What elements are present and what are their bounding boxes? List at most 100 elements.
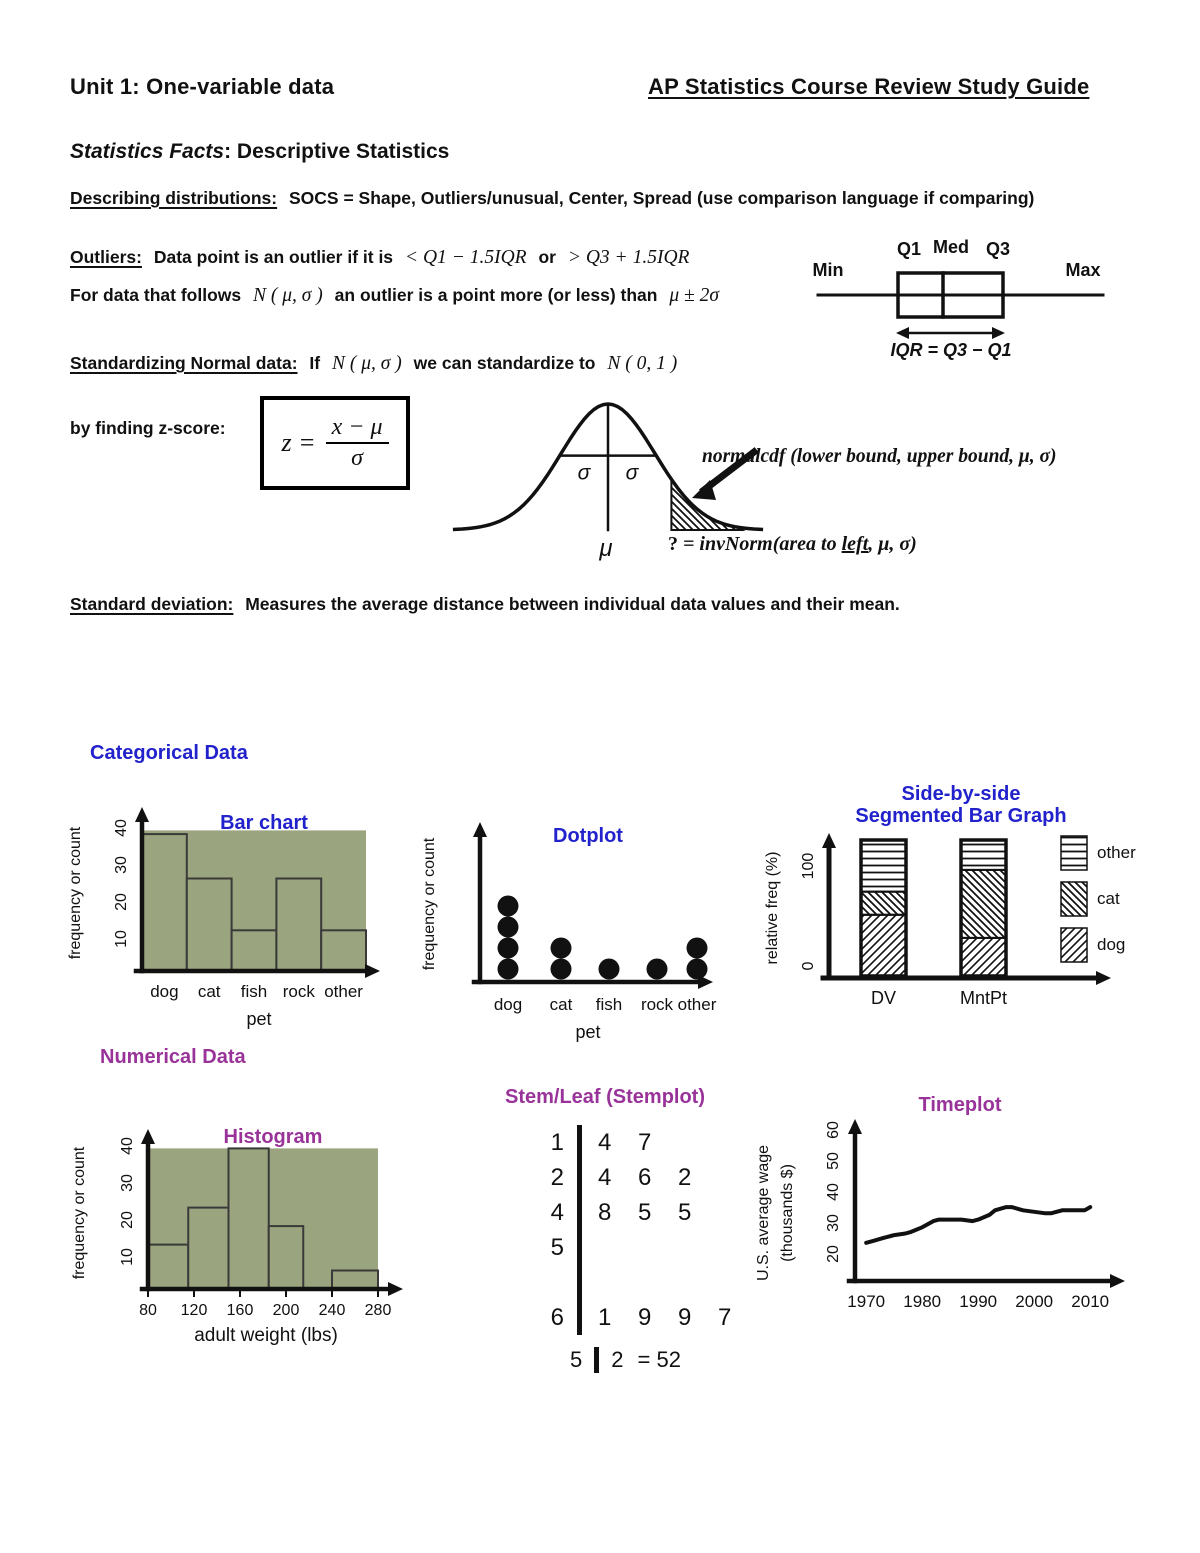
invnorm-post: , μ, σ) (868, 533, 917, 555)
annotation-arrowhead (692, 480, 716, 500)
stddev-line: Standard deviation: Measures the average… (70, 594, 900, 615)
x-tick-label: 1970 (847, 1292, 885, 1311)
y-tick-label: 10 (113, 930, 130, 948)
boxplot-svg: Min Max Q1 Med Q3 IQR = Q3 − Q1 (813, 237, 1105, 360)
bar-chart-svg: Bar chart frequency or count 10 20 30 40 dog ca… (67, 807, 380, 1029)
outliers-label: Outliers: (70, 247, 142, 267)
arrowhead (1096, 971, 1111, 985)
leaf-values: 1 9 9 7 (577, 1300, 731, 1335)
key-equals: = 52 (637, 1347, 681, 1372)
boxplot-med-label: Med (933, 237, 969, 257)
stemplot-row (528, 1265, 740, 1300)
y-tick-label: 60 (825, 1121, 842, 1139)
invnorm-left: left (841, 533, 869, 555)
legend-label: dog (1097, 935, 1125, 954)
standardizing-mid: we can standardize to (413, 353, 596, 373)
segment-other (860, 839, 907, 893)
bar-chart-title: Bar chart (220, 812, 308, 834)
histogram-bar (147, 1243, 190, 1291)
stddev-label: Standard deviation: (70, 594, 234, 614)
key-stem: 5 (570, 1347, 583, 1372)
x-category-label: MntPt (960, 988, 1007, 1008)
x-tick-label: 280 (365, 1302, 392, 1319)
dotplot-title: Dotplot (553, 825, 623, 847)
stemplot-row: 6 1 9 9 7 (528, 1300, 740, 1335)
bar (141, 833, 188, 972)
x-tick-label: 120 (181, 1302, 208, 1319)
x-category-label: rock (283, 982, 316, 1001)
boxplot-min-label: Min (813, 260, 844, 280)
zscore-numerator: x − μ (325, 414, 389, 444)
annotation-arrow-shaft (699, 447, 759, 495)
timeplot-ylabel-2: (thousands $) (779, 1164, 796, 1262)
outliers-line2-math1: N ( μ, σ ) (253, 285, 323, 306)
segment-cat (960, 868, 1007, 939)
stddev-text: Measures the average distance between in… (245, 594, 900, 614)
stemplot-row: 4 8 5 5 (528, 1195, 740, 1230)
outliers-math1: < Q1 − 1.5IQR (404, 247, 527, 268)
boxplot-q1-label: Q1 (897, 239, 921, 259)
timeplot-title: Timeplot (919, 1094, 1002, 1116)
histogram-title: Histogram (224, 1126, 323, 1148)
outliers-math2: > Q3 + 1.5IQR (567, 247, 690, 268)
dotplot-svg: Dotplot frequency or count dog cat fish rock o… (421, 822, 717, 1042)
normalcdf-annotation: normalcdf (lower bound, upper bound, μ, … (702, 446, 1057, 467)
facts-italic: Statistics Facts (70, 140, 225, 163)
standardizing-pre: If (309, 353, 321, 373)
histogram-bar (187, 1206, 230, 1290)
dot (598, 958, 620, 980)
describing-text: SOCS = Shape, Outliers/unusual, Center, … (288, 188, 1035, 208)
bar-chart-xlabel: pet (246, 1009, 271, 1029)
facts-heading: Statistics Facts: Descriptive Statistics (70, 140, 449, 164)
x-category-label: other (678, 995, 717, 1014)
outliers-pre: Data point is an outlier if it is (153, 247, 394, 267)
dot (686, 937, 708, 959)
dotplot-ylabel: frequency or count (421, 837, 438, 970)
arrowhead (896, 327, 909, 339)
bar-chart-ylabel: frequency or count (67, 826, 84, 959)
histogram-ylabel: frequency or count (71, 1146, 88, 1279)
categorical-data-heading: Categorical Data (90, 742, 248, 764)
outliers-line2-math2: μ ± 2σ (669, 285, 719, 306)
guide-title: AP Statistics Course Review Study Guide (648, 74, 1090, 99)
arrowhead (473, 822, 487, 837)
facts-rest: : Descriptive Statistics (224, 140, 450, 163)
outliers-line1: Outliers: Data point is an outlier if it… (70, 247, 689, 269)
segment-other (960, 839, 1007, 871)
x-category-label: cat (550, 995, 573, 1014)
x-category-label: rock (641, 995, 674, 1014)
x-category-label: dog (494, 995, 522, 1014)
zscore-caption: by finding z-score: (70, 418, 226, 438)
legend-swatch-other (1060, 835, 1088, 871)
boxplot-box (896, 271, 1005, 319)
segment-dog (860, 913, 907, 978)
standardizing-math2: N ( 0, 1 ) (607, 353, 678, 374)
x-tick-label: 160 (227, 1302, 254, 1319)
timeplot-chart: Timeplot U.S. average wage (thousands $) 20… (750, 1081, 1135, 1344)
histogram-bar (267, 1225, 305, 1291)
dot (646, 958, 668, 980)
arrowhead (698, 975, 713, 989)
arrowhead (135, 807, 149, 822)
timeplot-ylabel-1: U.S. average wage (755, 1145, 772, 1281)
zscore-fraction: x − μ σ (325, 414, 389, 471)
y-tick-label: 20 (119, 1211, 136, 1229)
arrowhead (848, 1119, 862, 1134)
dot (497, 916, 519, 938)
leaf-values (577, 1230, 598, 1265)
bar (275, 877, 323, 972)
outliers-mid: or (538, 247, 556, 267)
bar (185, 877, 233, 972)
x-category-label: other (324, 982, 363, 1001)
stemplot-row: 2 4 6 2 (528, 1160, 740, 1195)
sigma-left-label: σ (578, 462, 592, 485)
outliers-line2-pre: For data that follows (70, 285, 242, 305)
arrowhead (992, 327, 1005, 339)
zscore-denominator: σ (351, 445, 363, 471)
x-tick-label: 1990 (959, 1292, 997, 1311)
timeplot-svg: Timeplot U.S. average wage (thousands $) 20… (755, 1094, 1125, 1311)
arrowhead (822, 833, 836, 848)
histogram-bar (227, 1147, 270, 1291)
